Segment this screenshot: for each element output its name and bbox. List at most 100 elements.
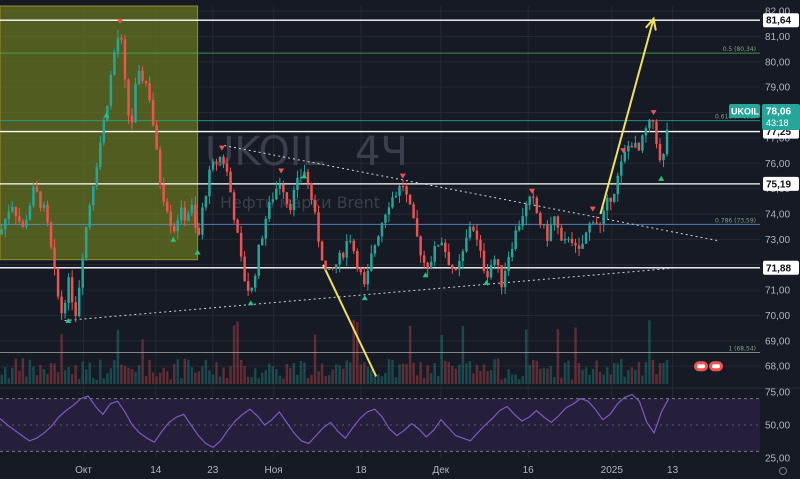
candle-body [356,251,359,269]
volume-bar [503,377,507,384]
volume-bar [514,374,517,384]
rsi-tick-label: 50,00 [765,421,790,432]
volume-bar [317,371,320,384]
candle-body [341,252,345,258]
volume-bar [204,359,208,384]
candle-body [289,204,292,211]
economic-event-flag [697,364,705,369]
candle-body [574,243,577,246]
candle-body [489,265,493,278]
volume-bar [451,365,454,384]
volume-bar [616,363,619,384]
candle-body [141,70,144,81]
volume-bar [349,362,352,384]
candle-body [345,240,348,258]
volume-bar [658,362,662,384]
candle-body [148,83,151,100]
candle-body [503,271,507,288]
volume-bar [475,364,479,384]
sell-signal-marker [529,188,535,194]
candle-body [243,256,246,282]
candle-body [99,142,102,167]
candle-body [500,265,503,288]
volume-bar [289,367,292,384]
watermark-interval: 4Ч [355,129,408,175]
volume-bar [137,365,141,384]
last-price-tag [762,104,800,131]
volume-bar [155,376,158,384]
volume-bar [261,372,264,384]
candle-body [570,238,574,244]
volume-bar [345,360,348,384]
signal-markers [65,18,665,323]
watermark-subtitle: Нефть марки Brent [220,193,380,212]
sell-signal-marker [589,206,596,212]
time-tick-label: 2025 [601,465,624,476]
volume-bar [482,364,486,384]
rsi-pane[interactable]: 75,00 50,00 25,00 [0,387,800,465]
candle-body [581,243,584,249]
volume-bar [282,378,285,384]
candle-body [253,275,257,288]
volume-bar [500,379,503,384]
horizontal-levels[interactable] [0,19,760,269]
buy-signal-marker [658,175,665,181]
candle-body [349,240,352,242]
candle-body [429,261,433,269]
candle-body [560,227,563,241]
volume-bar [546,368,549,384]
volume-bar [264,369,267,384]
candle-body [507,256,510,272]
volume-bar [187,359,190,384]
candle-body [306,171,310,184]
time-tick-label: Ноя [264,465,282,476]
event-chips[interactable] [694,361,723,372]
candle-body [613,193,616,202]
volume-bar [458,364,461,384]
buy-signal-marker [170,236,177,242]
candle-body [39,191,42,208]
volume-bar [77,379,81,384]
sell-signal-marker [399,173,406,179]
trend-lines[interactable] [64,16,719,377]
candle-body [426,262,429,269]
volume-bar [74,365,77,384]
volume-bar [588,374,591,384]
volume-bar [257,378,260,384]
candle-body [627,145,630,152]
candle-body [542,224,546,226]
volume-bar [641,375,644,384]
price-tick-label: 82,00 [765,7,790,18]
volume-bar [605,367,609,384]
candle-body [211,161,215,170]
time-tick-label: 14 [150,465,162,476]
candle-body [204,196,208,208]
volume-bar [127,367,130,384]
price-tick-label: 81,00 [765,32,790,43]
candle-body [510,248,514,257]
volume-bar [419,362,422,384]
candle-body [338,252,341,265]
candle-body [493,259,496,266]
candle-body [46,204,49,223]
candle-body [197,227,201,235]
time-axis[interactable]: Окт 14 23 Ноя 18 Дек 16 2025 13 [75,465,787,476]
sell-signal-marker [650,110,657,116]
price-tick-label: 70,00 [765,311,790,322]
candle-body [320,241,324,261]
volume-bar [222,367,225,384]
volume-bar [535,360,539,384]
candle-body [282,184,285,193]
price-axis[interactable]: 82,0081,0080,0079,0078,0077,0076,0075,00… [760,0,800,479]
level-tag-value: 75,19 [766,179,791,190]
candle-body [528,196,531,204]
volume-bar [370,369,373,384]
buy-signal-marker [103,112,110,118]
candle-body [352,240,355,252]
volume-bar [46,374,49,384]
candle-body [437,245,440,247]
volume-bar [570,379,574,384]
economic-event-flag [712,364,720,369]
candle-body [313,200,317,213]
